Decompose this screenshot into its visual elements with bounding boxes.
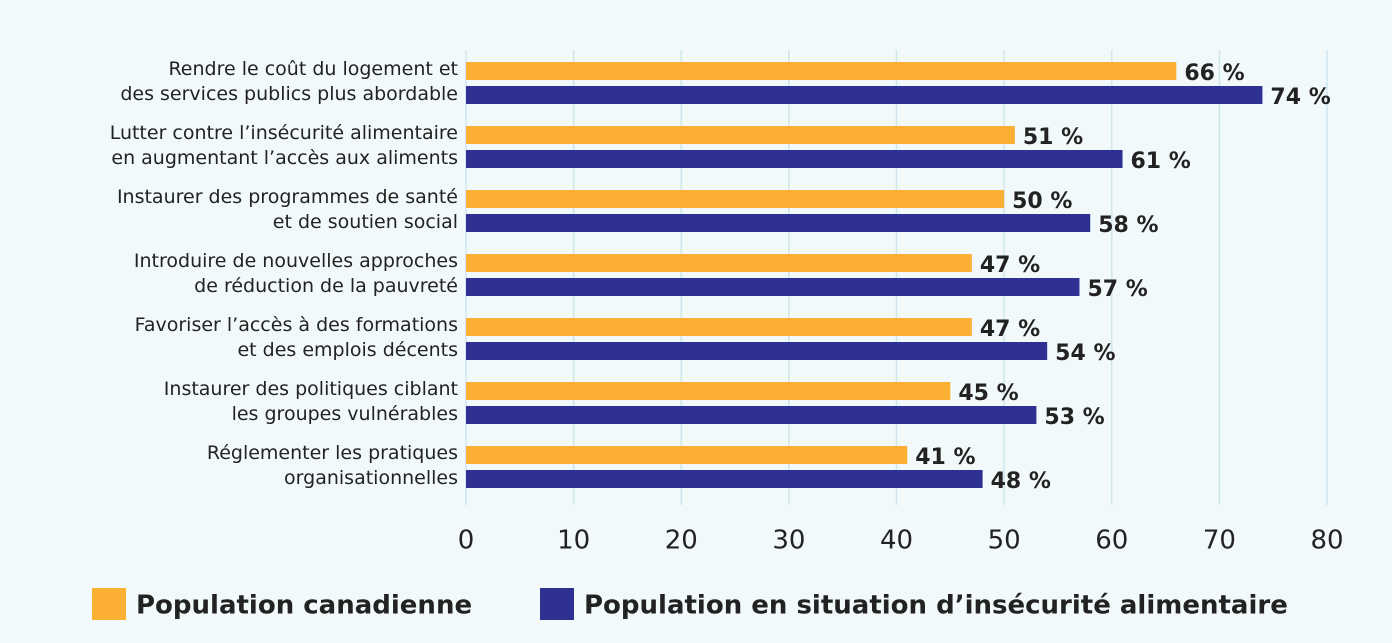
value-label: 48 % <box>991 469 1051 494</box>
bar <box>466 254 972 272</box>
category-label: Instaurer des politiques ciblant les gro… <box>163 378 458 425</box>
value-label: 41 % <box>915 445 975 470</box>
category-label: Introduire de nouvelles approches de réd… <box>133 250 458 297</box>
x-tick-label: 80 <box>1310 526 1343 556</box>
bar <box>466 214 1091 232</box>
value-label: 61 % <box>1131 149 1191 174</box>
value-label: 47 % <box>980 253 1040 278</box>
bar <box>466 278 1080 296</box>
value-label: 58 % <box>1098 213 1158 238</box>
bar <box>466 62 1177 80</box>
x-tick-label: 40 <box>880 526 913 556</box>
category-label: Favoriser l’accès à des formations et de… <box>134 314 458 361</box>
value-label: 53 % <box>1044 405 1104 430</box>
x-tick-label: 10 <box>557 526 590 556</box>
x-tick-label: 20 <box>665 526 698 556</box>
legend-label: Population canadienne <box>136 591 472 621</box>
legend-label: Population en situation d’insécurité ali… <box>584 591 1288 621</box>
category-label: Instaurer des programmes de santé et de … <box>116 186 458 233</box>
value-label: 57 % <box>1087 277 1147 302</box>
bar <box>466 126 1015 144</box>
bar <box>466 406 1037 424</box>
value-label: 54 % <box>1055 341 1115 366</box>
value-label: 45 % <box>958 381 1018 406</box>
x-tick-label: 0 <box>458 526 475 556</box>
value-label: 47 % <box>980 317 1040 342</box>
legend-swatch <box>92 588 126 620</box>
category-label: Réglementer les pratiques organisationne… <box>206 442 458 489</box>
legend-swatch <box>540 588 574 620</box>
bar <box>466 150 1123 168</box>
bar <box>466 470 983 488</box>
value-label: 66 % <box>1184 61 1244 86</box>
bar <box>466 382 951 400</box>
value-label: 50 % <box>1012 189 1072 214</box>
bar <box>466 190 1005 208</box>
bar <box>466 342 1048 360</box>
bar <box>466 446 908 464</box>
x-tick-label: 70 <box>1203 526 1236 556</box>
x-tick-label: 60 <box>1095 526 1128 556</box>
category-label: Lutter contre l’insécurité alimentaire e… <box>109 122 458 169</box>
value-label: 74 % <box>1270 85 1330 110</box>
x-tick-label: 30 <box>772 526 805 556</box>
category-label: Rendre le coût du logement et des servic… <box>120 58 458 105</box>
x-tick-label: 50 <box>988 526 1021 556</box>
bar <box>466 86 1263 104</box>
bar <box>466 318 972 336</box>
value-label: 51 % <box>1023 125 1083 150</box>
